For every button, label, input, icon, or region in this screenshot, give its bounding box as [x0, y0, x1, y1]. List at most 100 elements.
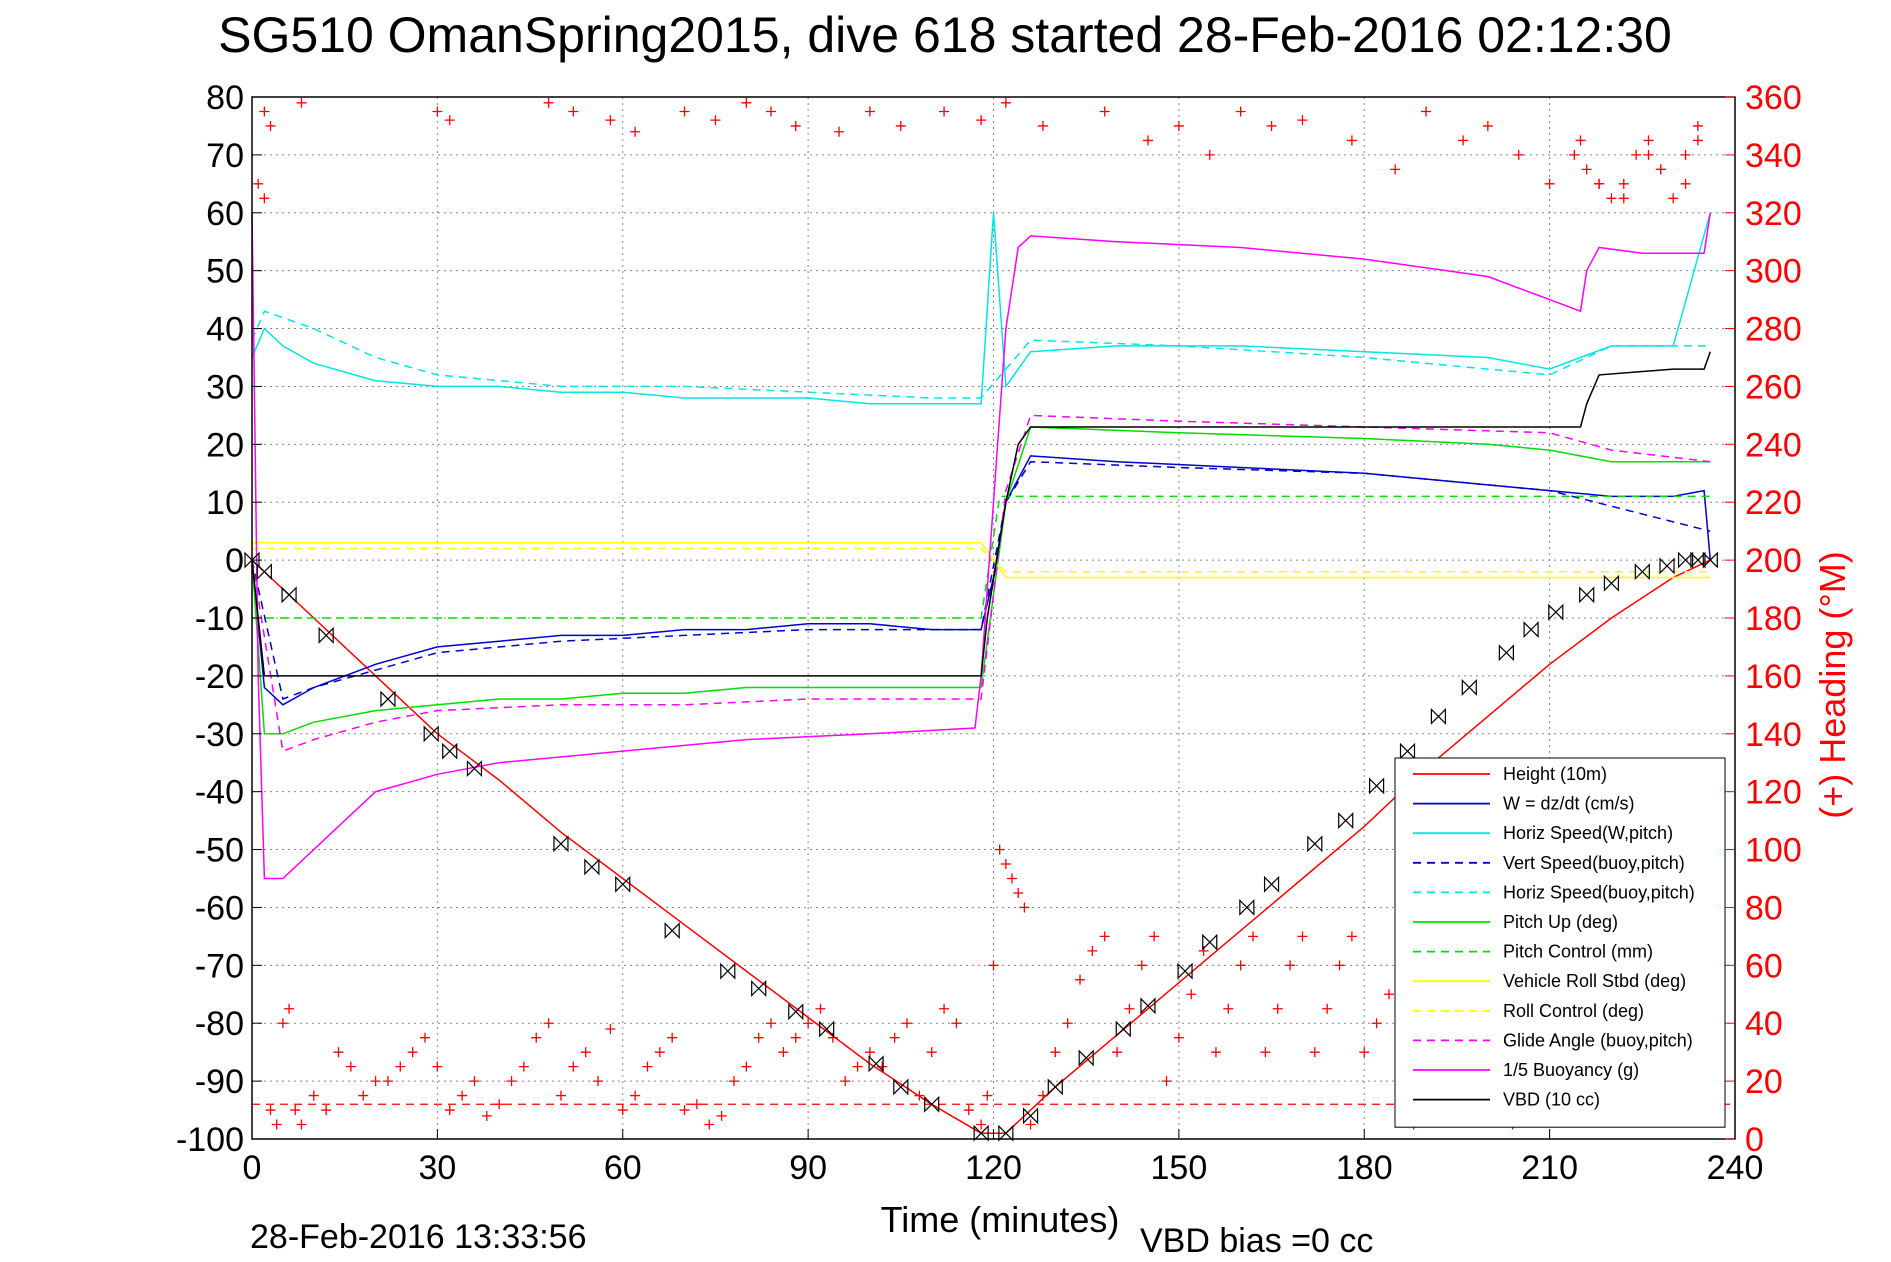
heading-point [1680, 178, 1691, 189]
height-marker [1369, 777, 1385, 795]
height-marker [1399, 742, 1416, 760]
series-line [251, 310, 1711, 399]
heading-point [728, 1076, 739, 1087]
heading-point [1643, 149, 1654, 160]
heading-point [630, 1090, 641, 1101]
heading-point [741, 1061, 752, 1072]
heading-point [901, 1018, 912, 1029]
heading-point [1513, 149, 1524, 160]
height-marker [281, 586, 297, 604]
heading-point [1421, 106, 1432, 117]
heading-point [531, 1032, 542, 1043]
right-tick-label: 20 [1745, 1063, 1783, 1101]
left-tick-label: 0 [225, 542, 244, 580]
heading-point [469, 1076, 480, 1087]
heading-point [1260, 1047, 1271, 1058]
series-line [251, 426, 1711, 735]
heading-point [840, 1076, 851, 1087]
footer-vbd-bias: VBD bias =0 cc [1140, 1222, 1373, 1260]
left-tick-label: -30 [195, 716, 244, 754]
right-tick-label: 300 [1745, 253, 1802, 291]
right-tick-label: 120 [1745, 774, 1802, 812]
heading-point [1581, 164, 1592, 175]
left-tick-label: -100 [176, 1121, 244, 1159]
heading-point [864, 1047, 875, 1058]
left-tick-label: 40 [206, 311, 244, 349]
heading-point [1000, 97, 1011, 108]
heading-point [753, 1032, 764, 1043]
heading-point [1594, 178, 1605, 189]
left-axis: 80 70 60 50 40 30 20 10 0 -10 -20 -30 -40 -50 -60 -70 -8… [176, 79, 262, 1159]
heading-point [277, 1018, 288, 1029]
heading-point [308, 1090, 319, 1101]
legend-label: Pitch Control (mm) [1503, 942, 1653, 962]
right-tick-label: 140 [1745, 716, 1802, 754]
heading-point [982, 1090, 993, 1101]
heading-point [1235, 960, 1246, 971]
height-marker [1177, 962, 1193, 980]
heading-point [1655, 164, 1666, 175]
series-line [251, 414, 1711, 753]
heading-point [1297, 931, 1308, 942]
height-marker [1634, 563, 1650, 581]
heading-point [345, 1061, 356, 1072]
left-tick-label: -80 [195, 1005, 244, 1043]
right-tick-label: 0 [1745, 1121, 1764, 1159]
heading-point [667, 1032, 678, 1043]
x-tick-label: 240 [1707, 1149, 1764, 1187]
legend-label: Horiz Speed(W,pitch) [1503, 823, 1673, 843]
heading-point [593, 1076, 604, 1087]
heading-point [1124, 1003, 1135, 1014]
right-tick-label: 260 [1745, 368, 1802, 406]
heading-point [1618, 178, 1629, 189]
legend-label: Vehicle Roll Stbd (deg) [1503, 971, 1686, 991]
left-tick-label: 70 [206, 137, 244, 175]
series-line [251, 460, 1711, 701]
series-line [252, 541, 1711, 579]
height-marker [1430, 707, 1446, 725]
heading-point [1309, 1047, 1320, 1058]
x-axis-label: Time (minutes) [881, 1199, 1120, 1240]
heading-point [444, 1105, 455, 1116]
height-marker [1338, 812, 1354, 830]
heading-point [679, 106, 690, 117]
heading-point [407, 1047, 418, 1058]
heading-point [1631, 149, 1642, 160]
heading-point [963, 1105, 974, 1116]
right-tick-label: 160 [1745, 658, 1802, 696]
height-marker [244, 551, 260, 569]
height-marker [318, 626, 334, 644]
series-line [251, 351, 1712, 677]
height-marker [1047, 1078, 1063, 1096]
heading-point [457, 1090, 468, 1101]
height-marker [788, 1003, 804, 1021]
height-marker [553, 835, 569, 853]
height-marker [380, 690, 396, 708]
heading-point [290, 1105, 301, 1116]
legend-label: Vert Speed(buoy,pitch) [1503, 853, 1685, 873]
heading-point [605, 115, 616, 126]
height-marker [1115, 1020, 1131, 1038]
heading-point [543, 1018, 554, 1029]
heading-point [1272, 1003, 1283, 1014]
left-tick-label: -50 [195, 832, 244, 870]
heading-point [852, 1061, 863, 1072]
heading-point [617, 1105, 628, 1116]
heading-point [1000, 859, 1011, 870]
heading-point [790, 1032, 801, 1043]
heading-point [1346, 135, 1357, 146]
heading-point [1569, 149, 1580, 160]
height-marker [1202, 933, 1218, 951]
height-marker [1603, 574, 1620, 592]
height-marker [998, 1124, 1014, 1142]
heading-point [265, 120, 276, 131]
left-tick-label: 30 [206, 368, 244, 406]
height-marker [1523, 621, 1539, 639]
heading-point [265, 1105, 276, 1116]
right-tick-label: 60 [1745, 947, 1783, 985]
series-line [252, 547, 1711, 573]
x-tick-label: 150 [1151, 1149, 1208, 1187]
x-tick-label: 0 [243, 1149, 262, 1187]
heading-point [864, 106, 875, 117]
